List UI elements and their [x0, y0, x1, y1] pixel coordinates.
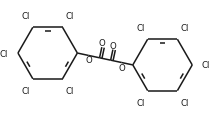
Text: Cl: Cl [180, 23, 189, 32]
Text: Cl: Cl [65, 12, 74, 21]
Text: Cl: Cl [0, 49, 8, 58]
Text: Cl: Cl [180, 98, 189, 107]
Text: Cl: Cl [22, 12, 30, 21]
Text: O: O [118, 63, 125, 72]
Text: Cl: Cl [137, 98, 145, 107]
Text: O: O [98, 39, 105, 48]
Text: Cl: Cl [22, 86, 30, 95]
Text: O: O [110, 41, 116, 50]
Text: O: O [85, 56, 92, 65]
Text: Cl: Cl [202, 61, 210, 70]
Text: Cl: Cl [137, 23, 145, 32]
Text: Cl: Cl [65, 86, 74, 95]
